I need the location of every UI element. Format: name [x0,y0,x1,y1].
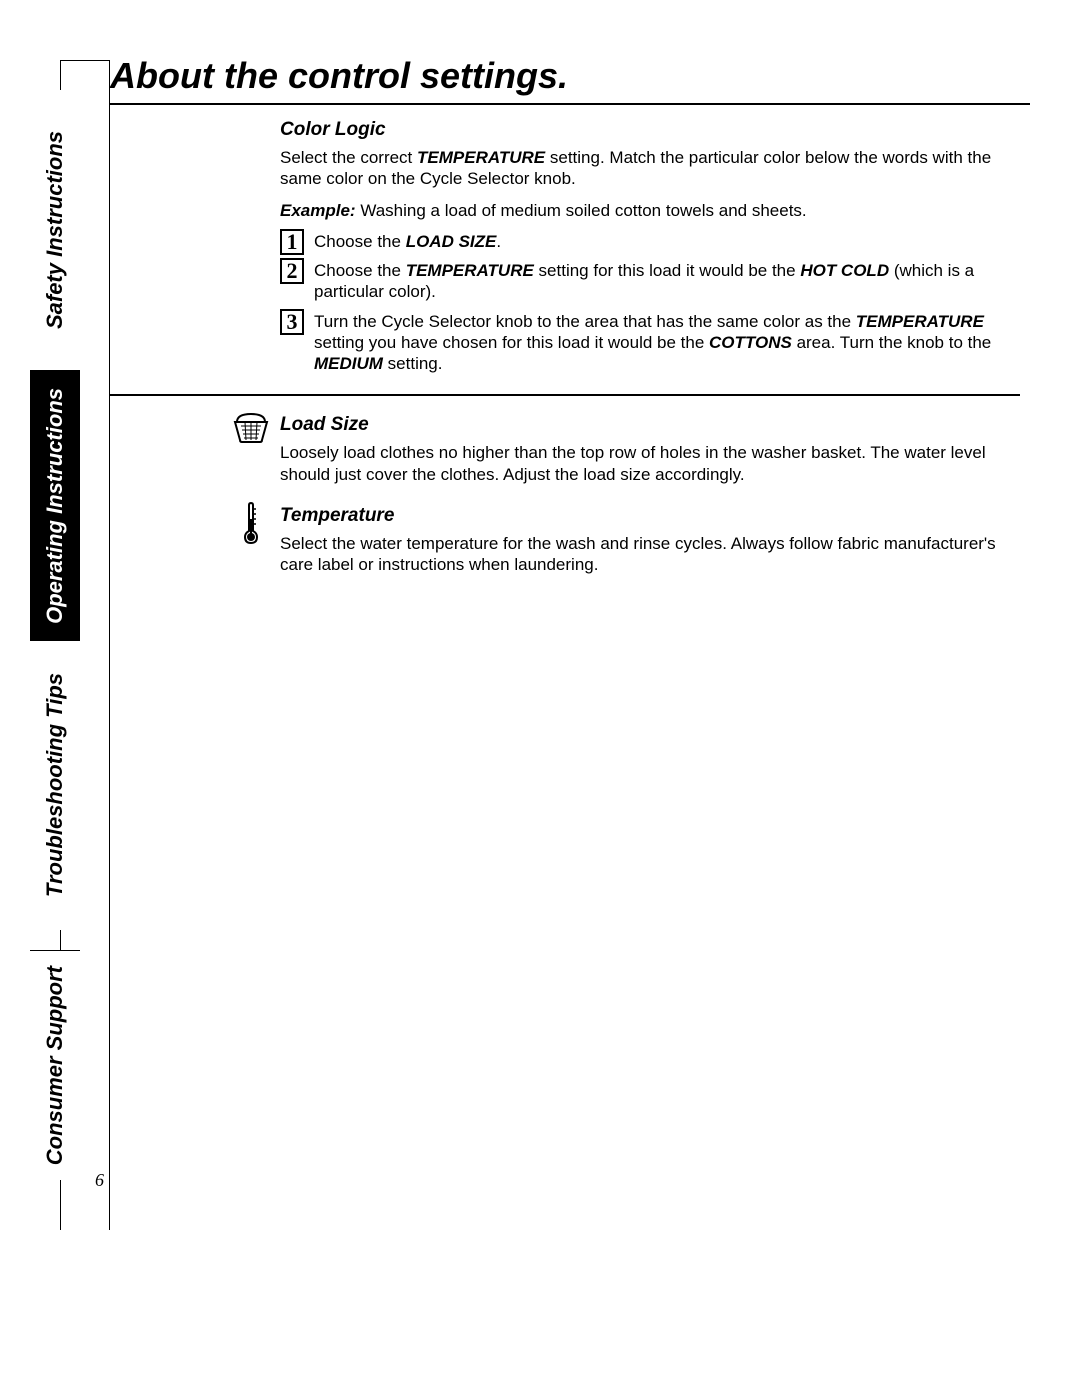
tab-label: Safety Instructions [42,131,68,329]
keyword: LOAD SIZE [406,232,497,251]
text: Choose the [314,232,406,251]
manual-page: Safety Instructions Operating Instructio… [0,0,1080,1397]
tab-safety-instructions[interactable]: Safety Instructions [30,90,80,370]
title-rule [110,103,1030,105]
keyword: COTTONS [709,333,792,352]
example-text: Washing a load of medium soiled cotton t… [356,201,807,220]
keyword: TEMPERATURE [417,148,545,167]
step-item: 2 Choose the TEMPERATURE setting for this… [280,260,1030,303]
section-intro: Select the correct TEMPERATURE setting. … [280,147,1030,190]
section-divider [110,394,1020,396]
text: . [496,232,501,251]
section-body: Loosely load clothes no higher than the … [280,442,1030,485]
text: Select the correct [280,148,417,167]
section-temperature: Temperature Select the water temperature… [110,505,1030,576]
keyword: HOT COLD [800,261,889,280]
step-item: 3 Turn the Cycle Selector knob to the are… [280,311,1030,375]
page-number: 6 [95,1170,104,1191]
steps-list: 1 Choose the LOAD SIZE. 2 Choose the TEMPER… [280,231,1030,375]
tab-troubleshooting-tips[interactable]: Troubleshooting Tips [30,640,80,930]
section-heading: Color Logic [280,119,1030,141]
tab-label: Operating Instructions [42,388,68,624]
text: Turn the Cycle Selector knob to the area… [314,312,856,331]
sidebar-tabs: Safety Instructions Operating Instructio… [30,30,80,1200]
basket-icon [230,410,272,449]
example-line: Example: Washing a load of medium soiled… [280,200,1030,221]
keyword: TEMPERATURE [856,312,984,331]
section-load-size: Load Size Loosely load clothes no higher… [110,414,1030,485]
thermometer-icon [230,501,272,550]
tab-operating-instructions[interactable]: Operating Instructions [30,370,80,640]
tab-label: Consumer Support [42,966,68,1165]
text: setting for this load it would be the [534,261,801,280]
section-color-logic: Color Logic Select the correct TEMPERATU… [110,119,1030,374]
step-number: 2 [280,258,304,284]
text: setting. [383,354,443,373]
example-label: Example: [280,201,356,220]
step-number: 3 [280,309,304,335]
text: setting you have chosen for this load it… [314,333,709,352]
keyword: TEMPERATURE [406,261,534,280]
step-item: 1 Choose the LOAD SIZE. [280,231,1030,252]
text: area. Turn the knob to the [792,333,991,352]
section-heading: Temperature [280,505,1030,527]
tab-label: Troubleshooting Tips [42,673,68,897]
page-content: About the control settings. Color Logic … [110,55,1030,595]
text: Choose the [314,261,406,280]
section-body: Select the water temperature for the was… [280,533,1030,576]
keyword: MEDIUM [314,354,383,373]
tab-consumer-support[interactable]: Consumer Support [30,950,80,1180]
step-number: 1 [280,229,304,255]
section-heading: Load Size [280,414,1030,436]
page-title: About the control settings. [110,55,1030,97]
